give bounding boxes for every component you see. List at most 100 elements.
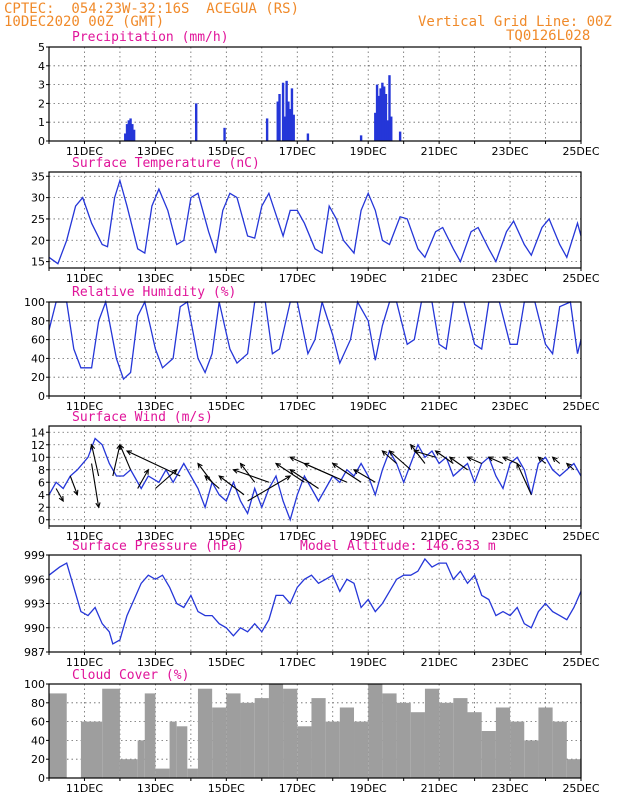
precip-bar	[379, 88, 382, 141]
y-tick-label: 990	[24, 622, 45, 635]
cloud-cover-bar	[297, 726, 312, 778]
x-tick-label: 11DEC	[66, 782, 103, 795]
cloud-cover-bar	[382, 693, 397, 778]
wind-arrow-head	[232, 468, 239, 474]
x-tick-label: 15DEC	[208, 530, 245, 543]
wind-arrow-head	[565, 462, 572, 469]
wind-arrow-head	[218, 475, 225, 481]
y-tick-label: 35	[31, 170, 45, 183]
wind-arrow	[233, 469, 270, 483]
wind-arrow-head	[331, 462, 338, 469]
x-tick-label: 15DEC	[208, 272, 245, 285]
precip-bar	[287, 101, 290, 141]
y-tick-label: 80	[31, 697, 45, 710]
cloud-cover-bar	[467, 712, 482, 778]
wind-arrow	[382, 450, 397, 464]
y-tick-label: 30	[31, 192, 45, 205]
panel-title: Relative Humidity (%)	[72, 285, 236, 300]
y-tick-label: 999	[24, 549, 45, 562]
precip-bar	[384, 94, 388, 141]
x-tick-label: 13DEC	[137, 272, 174, 285]
wind-arrow-head	[501, 456, 508, 462]
precip-bar	[127, 120, 130, 141]
wind-arrow-head	[143, 468, 149, 475]
y-tick-label: 2	[38, 501, 45, 514]
wind-arrow-head	[95, 502, 101, 509]
precip-bar	[290, 88, 294, 141]
model-altitude-label: Model Altitude: 146.633 m	[300, 539, 496, 554]
cloud-cover-bar	[495, 707, 511, 778]
wind-arrow	[91, 444, 100, 477]
x-tick-label: 17DEC	[279, 145, 316, 158]
x-tick-label: 21DEC	[421, 272, 458, 285]
cloud-cover-bar	[283, 688, 298, 778]
cloud-cover-bar	[453, 698, 468, 778]
wind-arrow	[538, 456, 546, 464]
cloud-cover-bar	[187, 768, 198, 778]
wind-arrow-head	[119, 443, 125, 450]
precip-bar	[129, 118, 132, 141]
x-tick-label: 21DEC	[421, 656, 458, 669]
x-tick-label: 25DEC	[562, 656, 599, 669]
x-tick-label: 21DEC	[421, 782, 458, 795]
x-tick-label: 25DEC	[562, 782, 599, 795]
wind-arrow	[502, 456, 518, 465]
cloud-cover-bar	[212, 707, 227, 778]
cloud-cover-bar	[254, 698, 269, 778]
y-tick-label: 1	[38, 116, 45, 129]
x-tick-label: 17DEC	[279, 272, 316, 285]
wind-arrow	[467, 456, 482, 465]
wind-arrow	[353, 469, 376, 483]
x-tick-label: 17DEC	[279, 530, 316, 543]
precip-bar	[390, 116, 393, 141]
y-tick-label: 4	[38, 489, 45, 502]
precip-bar	[223, 127, 226, 141]
panel-title: Precipitation (mm/h)	[72, 30, 229, 45]
wind-arrow	[449, 456, 468, 471]
x-tick-label: 19DEC	[350, 656, 387, 669]
y-tick-label: 987	[24, 646, 45, 659]
cloud-cover-bar	[538, 707, 553, 778]
cloud-cover-bar	[49, 693, 67, 778]
x-tick-label: 13DEC	[137, 145, 174, 158]
x-tick-label: 19DEC	[350, 400, 387, 413]
cloud-cover-bar	[240, 702, 255, 778]
cloud-cover-bar	[339, 707, 355, 778]
wind-arrow-head	[274, 462, 282, 469]
wind-arrow	[204, 475, 220, 489]
series-line	[48, 437, 582, 522]
x-tick-label: 15DEC	[208, 656, 245, 669]
cloud-cover-bar	[137, 740, 145, 778]
x-tick-label: 19DEC	[350, 782, 387, 795]
y-tick-label: 5	[38, 41, 45, 54]
x-tick-label: 11DEC	[66, 400, 103, 413]
wind-arrow	[240, 463, 256, 483]
cloud-cover-bar	[481, 731, 496, 778]
y-tick-label: 60	[31, 334, 45, 347]
x-tick-label: 17DEC	[279, 400, 316, 413]
y-tick-label: 25	[31, 213, 45, 226]
precip-bar	[386, 120, 389, 141]
wind-arrow-head	[303, 462, 310, 468]
precip-bar	[265, 118, 269, 141]
wind-arrow-head	[73, 489, 79, 496]
wind-arrow	[69, 475, 78, 495]
y-tick-label: 80	[31, 315, 45, 328]
panel-title: Surface Pressure (hPa)	[72, 539, 244, 554]
wind-arrow-head	[466, 456, 473, 462]
wind-arrow-head	[239, 462, 246, 469]
precip-bar	[194, 103, 198, 141]
precip-bar	[124, 133, 127, 141]
wind-arrow	[247, 475, 291, 502]
wind-arrow	[91, 463, 100, 508]
wind-arrow-head	[352, 469, 360, 475]
wind-arrow	[552, 456, 561, 464]
wind-arrow-head	[285, 475, 292, 481]
cloud-cover-bar	[524, 740, 539, 778]
wind-arrow	[197, 463, 213, 483]
cloud-cover-bar	[119, 759, 138, 778]
y-tick-label: 8	[38, 464, 45, 477]
cloud-cover-bar	[102, 688, 120, 778]
panel-title: Cloud Cover (%)	[72, 668, 189, 683]
x-tick-label: 25DEC	[562, 145, 599, 158]
